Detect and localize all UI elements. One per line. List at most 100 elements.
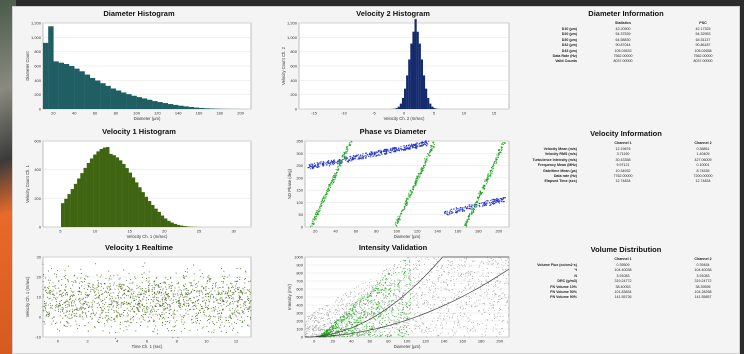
scatter-point (424, 269, 426, 271)
scatter-point (376, 292, 378, 294)
scatter-point (501, 142, 503, 145)
scatter-point (429, 290, 431, 292)
scatter-point (465, 221, 468, 223)
scatter-point (195, 317, 197, 319)
scatter-point (427, 333, 429, 335)
scatter-point (486, 178, 488, 181)
scatter-point (459, 307, 461, 309)
scatter-point (341, 326, 343, 328)
histogram-bar (126, 94, 132, 109)
scatter-point (161, 318, 163, 320)
scatter-point (137, 294, 139, 296)
scatter-point (200, 304, 202, 306)
scatter-point (217, 299, 219, 301)
scatter-point (72, 305, 74, 307)
scatter-point (368, 318, 370, 319)
scatter-point (240, 298, 242, 300)
scatter-point (374, 285, 376, 287)
scatter-point (209, 279, 211, 281)
scatter-point (461, 259, 463, 261)
scatter-point (212, 297, 214, 299)
scatter-point (88, 322, 90, 324)
scatter-point (428, 140, 430, 142)
scatter-point (319, 161, 321, 163)
scatter-point (310, 314, 312, 316)
scatter-point (97, 302, 99, 304)
scatter-point (478, 195, 480, 197)
scatter-point (329, 185, 331, 187)
scatter-point (457, 318, 459, 320)
scatter-point (159, 305, 161, 307)
scatter-point (160, 304, 162, 306)
scatter-point (214, 290, 216, 292)
scatter-point (467, 328, 469, 330)
scatter-point (87, 330, 89, 332)
scatter-point (402, 209, 404, 211)
scatter-point (485, 327, 487, 329)
histogram-bar (70, 189, 75, 227)
scatter-point (411, 303, 413, 305)
scatter-point (467, 220, 469, 222)
scatter-point (99, 295, 101, 297)
x-tick-label: 140 (434, 229, 441, 234)
scatter-point (395, 221, 397, 223)
scatter-point (442, 331, 444, 333)
scatter-point (311, 168, 314, 170)
scatter-point (380, 306, 382, 308)
scatter-point (384, 289, 386, 291)
scatter-point (360, 291, 362, 293)
scatter-point (329, 162, 332, 164)
scatter-point (409, 283, 411, 285)
scatter-point (350, 293, 351, 295)
scatter-point (240, 307, 242, 309)
scatter-point (312, 314, 314, 316)
scatter-point (108, 309, 110, 311)
scatter-point (429, 327, 431, 329)
scatter-point (443, 319, 445, 321)
scatter-point (328, 328, 330, 330)
scatter-point (346, 295, 347, 297)
scatter-point (312, 164, 314, 166)
scatter-point (80, 292, 82, 294)
scatter-point (486, 284, 487, 286)
scatter-point (373, 318, 375, 320)
histogram-bar (183, 226, 187, 227)
scatter-point (189, 308, 191, 310)
scatter-point (332, 330, 334, 332)
scatter-point (240, 296, 242, 298)
scatter-point (452, 298, 454, 300)
scatter-point (423, 303, 425, 305)
scatter-point (380, 314, 382, 316)
histogram-bar (80, 173, 84, 227)
scatter-point (162, 305, 164, 307)
scatter-point (369, 152, 371, 154)
scatter-point (481, 313, 483, 315)
scatter-point (110, 278, 112, 280)
scatter-point (312, 166, 315, 168)
scatter-point (414, 144, 416, 147)
scatter-point (76, 323, 78, 325)
scatter-point (172, 317, 174, 319)
scatter-point (471, 210, 473, 212)
scatter-point (406, 269, 408, 271)
scatter-point (231, 283, 233, 285)
scatter-point (368, 313, 370, 315)
scatter-point (498, 334, 500, 335)
scatter-point (44, 290, 46, 292)
scatter-point (341, 154, 343, 157)
y-tick-label: 0 (301, 335, 304, 340)
scatter-point (360, 158, 363, 160)
scatter-point (216, 310, 218, 312)
scatter-point (129, 319, 131, 321)
scatter-point (337, 163, 339, 165)
scatter-point (356, 155, 358, 157)
scatter-point (116, 315, 118, 317)
scatter-point (361, 156, 364, 158)
scatter-point (459, 258, 461, 260)
scatter-point (404, 312, 406, 314)
scatter-point (130, 321, 132, 323)
scatter-point (465, 222, 467, 224)
scatter-point (109, 306, 111, 308)
scatter-point (416, 179, 418, 181)
scatter-point (314, 166, 316, 168)
